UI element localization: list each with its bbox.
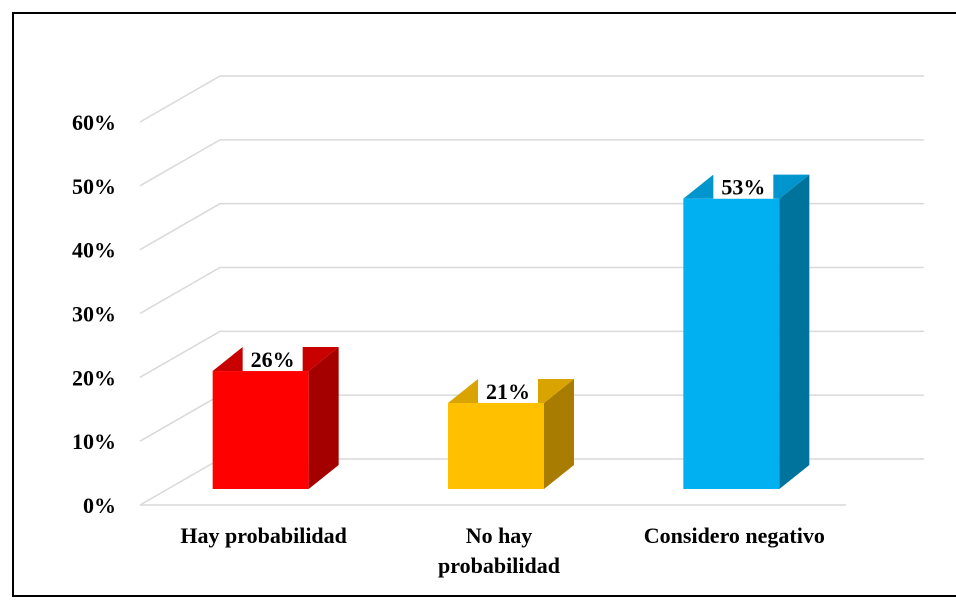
y-tick-label: 10%: [72, 429, 116, 454]
y-tick-label: 60%: [72, 110, 116, 135]
x-category-label: No hay: [466, 523, 533, 548]
y-tick-label: 20%: [72, 365, 116, 390]
data-label-bg: [713, 172, 774, 199]
bar-side: [544, 378, 574, 489]
data-label: 21%: [486, 379, 530, 404]
data-label: 53%: [721, 175, 765, 200]
bar-front: [448, 402, 544, 489]
y-tick-label: 40%: [72, 238, 116, 263]
gridline: [139, 139, 924, 187]
data-label-bg: [242, 345, 303, 372]
data-label-bg: [478, 376, 538, 403]
bar-front: [683, 198, 780, 489]
data-label: 26%: [251, 347, 295, 372]
bar-chart: 0% 10% 20% 30% 40% 50% 60% 26% Hay probabilidad 2…: [12, 12, 956, 597]
gridline: [139, 75, 924, 123]
y-tick-label: 0%: [83, 493, 116, 518]
bar-side: [308, 347, 339, 489]
bar-front: [212, 371, 309, 489]
chart-frame: 0% 10% 20% 30% 40% 50% 60% 26% Hay probabilidad 2…: [12, 12, 956, 612]
y-tick-label: 50%: [72, 174, 116, 199]
bar-side: [779, 174, 810, 489]
x-category-label: Considero negativo: [644, 523, 825, 548]
x-category-label: Hay probabilidad: [180, 523, 347, 548]
x-category-label: probabilidad: [438, 553, 560, 578]
y-tick-label: 30%: [72, 302, 116, 327]
